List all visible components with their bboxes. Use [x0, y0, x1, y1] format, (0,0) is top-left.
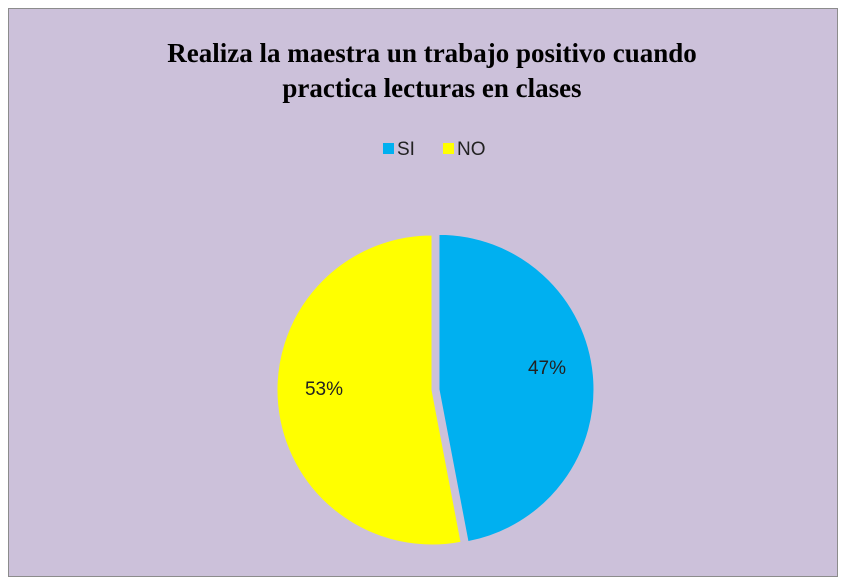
- pie-slice: [438, 233, 595, 543]
- legend-label: SI: [397, 139, 415, 160]
- chart-title: Realiza la maestra un trabajo positivo c…: [167, 38, 697, 68]
- chart-title: practica lecturas en clases: [282, 73, 581, 103]
- legend-swatch: [443, 143, 454, 154]
- legend-swatch: [383, 143, 394, 154]
- pie-slice: [276, 234, 462, 546]
- data-label: 47%: [528, 358, 566, 379]
- data-label: 53%: [305, 379, 343, 400]
- legend-label: NO: [457, 139, 486, 160]
